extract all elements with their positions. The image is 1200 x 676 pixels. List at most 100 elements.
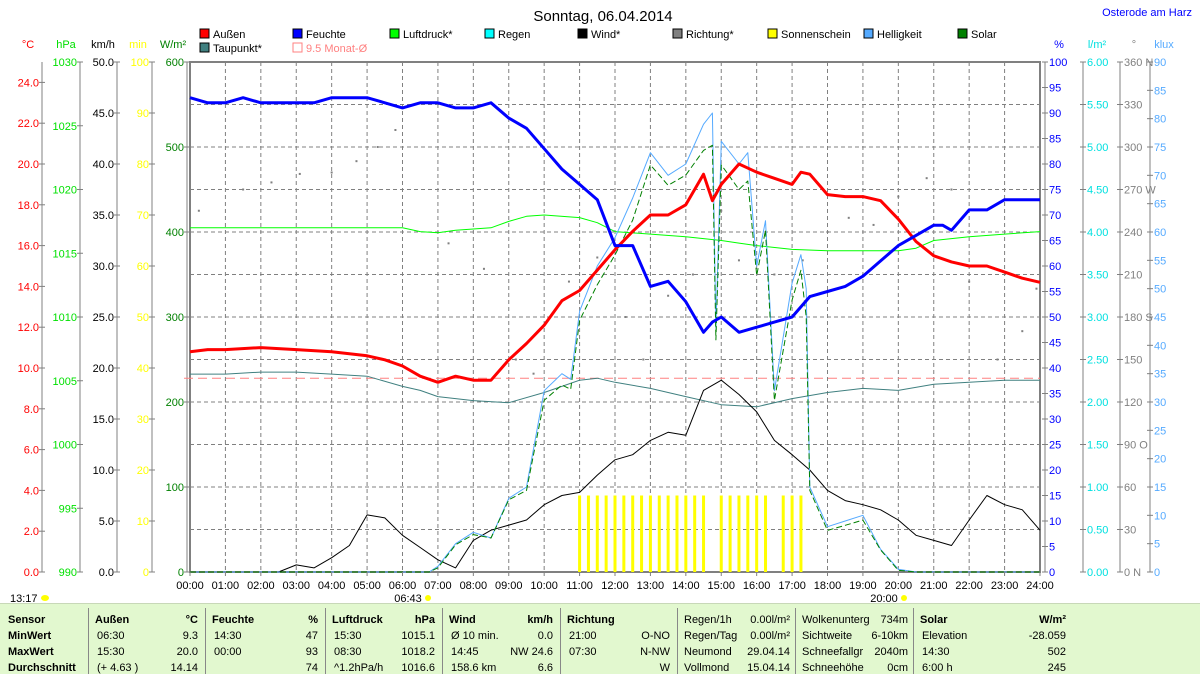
direction-point bbox=[720, 209, 723, 212]
x-tick-label: 00:00 bbox=[176, 580, 204, 592]
legend-swatch bbox=[484, 28, 495, 39]
axis-tick-label: 65 bbox=[1049, 236, 1061, 248]
axis-tick-label: 12.0 bbox=[18, 322, 39, 334]
cell-value: 1016.6 bbox=[401, 662, 435, 674]
axis-tick-label: 400 bbox=[166, 227, 184, 239]
direction-point bbox=[925, 177, 928, 180]
x-tick-label: 19:00 bbox=[849, 580, 877, 592]
direction-point bbox=[1021, 330, 1024, 333]
axis-tick-label: 60 bbox=[1049, 261, 1061, 273]
direction-point bbox=[197, 209, 200, 212]
cell-label: Schneefallgr bbox=[802, 646, 864, 658]
x-tick-label: 18:00 bbox=[814, 580, 842, 592]
axis-tick-label: 0.0 bbox=[99, 567, 114, 579]
axis-tick-label: 4.00 bbox=[1087, 227, 1108, 239]
direction-point bbox=[355, 160, 358, 163]
cell-value: 74 bbox=[305, 662, 318, 674]
axis-tick-label: 1015 bbox=[53, 248, 77, 260]
cell-time: 00:00 bbox=[214, 646, 242, 658]
axis-tick-label: 0 bbox=[1154, 567, 1160, 579]
axis-tick-label: 150 bbox=[1124, 355, 1142, 367]
x-tick-label: 20:00 bbox=[885, 580, 913, 592]
axis-tick-label: 50 bbox=[1154, 284, 1166, 296]
axis-unit-label: ° bbox=[1132, 39, 1136, 51]
current-time: 13:17 bbox=[10, 593, 38, 603]
axis-tick-label: 10.0 bbox=[93, 465, 114, 477]
x-tick-label: 22:00 bbox=[955, 580, 983, 592]
direction-point bbox=[330, 171, 333, 174]
axis-tick-label: 30 bbox=[1049, 414, 1061, 426]
x-axis: 00:00 01:00 02:00 03:00 04:00 05:00 06:00 07:00… bbox=[176, 572, 1054, 592]
axis-tick-label: 24.0 bbox=[18, 77, 39, 89]
legend-swatch bbox=[672, 28, 683, 39]
richtung-column: Richtung 21:00 O-NO 07:30 N-NW W bbox=[560, 608, 678, 674]
legend-swatch bbox=[199, 28, 210, 39]
sun-icon bbox=[41, 595, 49, 601]
series-luftdruck-line bbox=[190, 214, 1041, 252]
x-tick-label: 11:00 bbox=[566, 580, 593, 592]
direction-point bbox=[394, 129, 397, 131]
direction-point bbox=[773, 273, 776, 276]
axis-tick-label: 40 bbox=[137, 363, 149, 375]
axis-tick-label: 20.0 bbox=[93, 363, 114, 375]
row-label: MaxWert bbox=[8, 646, 54, 658]
legend-swatch bbox=[389, 28, 400, 39]
cell-value: 1018.2 bbox=[401, 646, 435, 658]
axis-tick-label: 4.50 bbox=[1087, 185, 1108, 197]
cell-label: Sichtweite bbox=[802, 630, 853, 642]
axis-tick-label: 10 bbox=[137, 516, 149, 528]
legend-label: 9.5 Monat-Ø bbox=[306, 43, 368, 55]
sunshine-bar bbox=[631, 495, 635, 572]
column-header: Wind bbox=[449, 614, 476, 626]
cell-value: W bbox=[659, 662, 670, 674]
legend-label: Luftdruck* bbox=[403, 29, 453, 41]
direction-point bbox=[847, 216, 850, 219]
axis-unit-label: l/m² bbox=[1088, 39, 1107, 51]
sunset-time: 20:00 bbox=[870, 593, 898, 603]
chart-marks bbox=[184, 96, 1041, 573]
sunshine-bar bbox=[604, 495, 608, 572]
sensor-column: Sensor MinWert MaxWert Durchschnitt bbox=[0, 608, 88, 674]
legend-swatch bbox=[292, 42, 303, 53]
direction-point bbox=[242, 188, 245, 191]
axis-tick-label: 45 bbox=[1154, 312, 1166, 324]
legend-label: Taupunkt* bbox=[213, 43, 263, 55]
sunshine-bar bbox=[719, 495, 723, 572]
direction-point bbox=[376, 146, 379, 148]
axis-unit-label: klux bbox=[1154, 39, 1174, 51]
sunshine-bar bbox=[657, 495, 661, 572]
cell-time: 15:30 bbox=[97, 646, 125, 658]
cell-time: 6:00 h bbox=[922, 662, 953, 674]
sunshine-bar bbox=[640, 495, 644, 572]
axis-tick-label: 18.0 bbox=[18, 200, 39, 212]
axis-tick-label: 30.0 bbox=[93, 261, 114, 273]
axis-tick-label: 35 bbox=[1049, 389, 1061, 401]
axis-tick-label: 300 bbox=[166, 312, 184, 324]
axis-tick-label: 95 bbox=[1049, 83, 1061, 95]
cell-value: NW 24.6 bbox=[510, 646, 553, 658]
axis-tick-label: 5.0 bbox=[99, 516, 114, 528]
axis-tick-label: 50 bbox=[137, 312, 149, 324]
location-label: Osterode am Harz bbox=[1102, 7, 1192, 19]
sunset-icon bbox=[901, 595, 907, 601]
regen-column: Regen/1h 0.00l/m² Regen/Tag 0.00l/m² Neumond… bbox=[677, 608, 796, 674]
column-unit: W/m² bbox=[1039, 614, 1066, 626]
wind-column: Wind km/h Ø 10 min. 0.0 14:45 NW 24.6 158.6 km… bbox=[442, 608, 561, 674]
axis-tick-label: 25 bbox=[1049, 440, 1061, 452]
axis-tick-label: 1.00 bbox=[1087, 482, 1108, 494]
sun-annotations: 06:43 20:00 13:17 bbox=[10, 593, 907, 603]
axis-tick-label: 0.00 bbox=[1087, 567, 1108, 579]
x-tick-label: 06:00 bbox=[389, 580, 417, 592]
sunshine-bar bbox=[693, 495, 697, 572]
x-tick-label: 05:00 bbox=[353, 580, 381, 592]
column-header: Feuchte bbox=[212, 614, 255, 626]
x-tick-label: 15:00 bbox=[707, 580, 735, 592]
x-tick-label: 13:00 bbox=[637, 580, 665, 592]
sunshine-bar bbox=[586, 495, 590, 572]
axis-tick-label: 1010 bbox=[53, 312, 77, 324]
cell-value: 2040m bbox=[874, 646, 908, 658]
axis-tick-label: 80 bbox=[1154, 114, 1166, 126]
axis-tick-label: 70 bbox=[1049, 210, 1061, 222]
row-label: Durchschnitt bbox=[8, 662, 76, 674]
direction-point bbox=[872, 223, 875, 226]
